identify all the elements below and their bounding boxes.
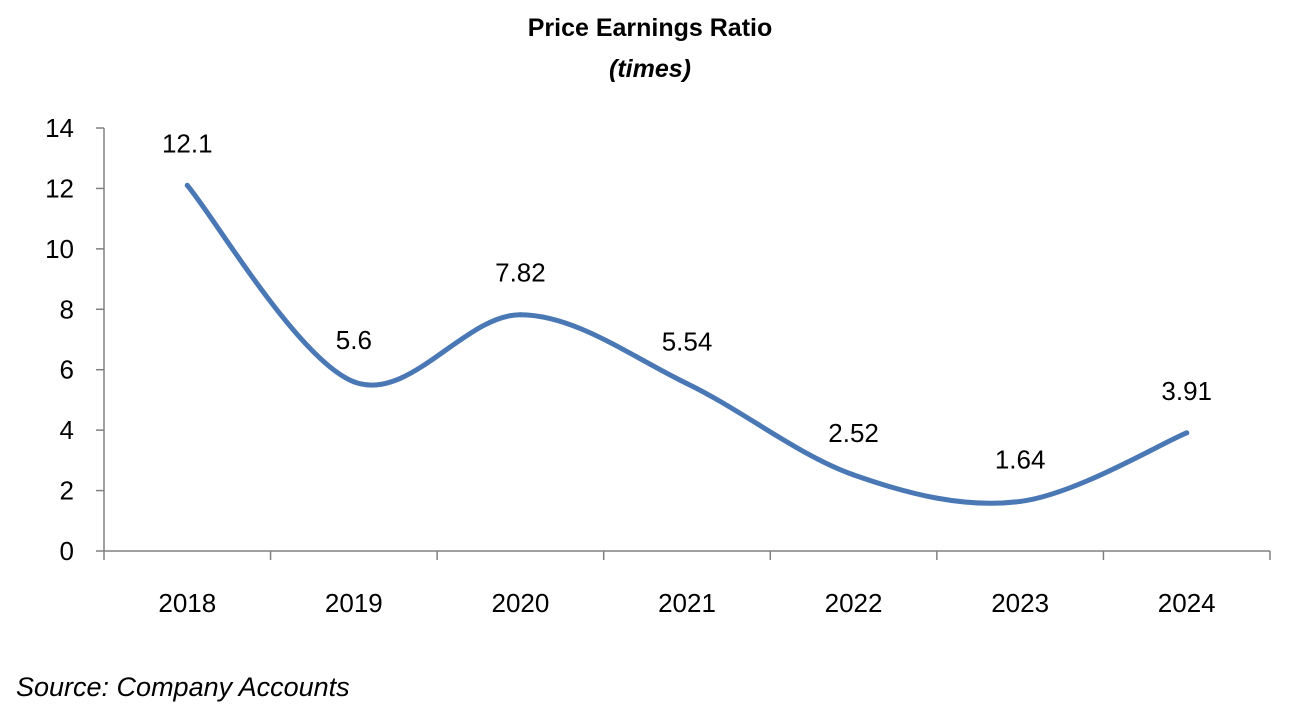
- data-labels: 12.1 5.6 7.82 5.54 2.52 1.64 3.91: [162, 128, 1212, 474]
- data-point: [1017, 498, 1023, 504]
- line-chart: 0 2 4 6 8 10 12 14 2018 2019 2020 2021 2022 2023 2024…: [45, 113, 1271, 618]
- data-point: [684, 381, 690, 387]
- y-tick-label: 6: [60, 355, 74, 385]
- x-tick-label: 2020: [492, 588, 550, 618]
- y-tick-label: 14: [45, 113, 74, 143]
- x-tick-label: 2024: [1158, 588, 1216, 618]
- data-label: 5.6: [336, 325, 372, 355]
- chart-subtitle: (times): [609, 55, 691, 83]
- x-tick-label: 2019: [325, 588, 383, 618]
- chart-title: Price Earnings Ratio: [527, 14, 773, 42]
- data-point: [1184, 430, 1190, 436]
- y-tick-label: 10: [45, 234, 74, 264]
- data-point: [851, 472, 857, 478]
- x-tick-label: 2018: [158, 588, 216, 618]
- y-axis-ticks: 0 2 4 6 8 10 12 14: [45, 113, 104, 566]
- x-axis-ticks: 2018 2019 2020 2021 2022 2023 2024: [103, 551, 1271, 618]
- y-tick-label: 0: [60, 536, 74, 566]
- series-layer: [184, 182, 1190, 506]
- x-tick-label: 2021: [658, 588, 716, 618]
- data-label: 12.1: [162, 128, 213, 158]
- y-tick-label: 8: [60, 294, 74, 324]
- data-label: 7.82: [495, 258, 546, 288]
- y-tick-label: 4: [60, 415, 74, 445]
- data-point: [184, 182, 190, 188]
- y-tick-label: 2: [60, 476, 74, 506]
- data-label: 2.52: [828, 418, 879, 448]
- x-tick-label: 2022: [825, 588, 883, 618]
- data-label: 1.64: [995, 444, 1046, 474]
- data-label: 3.91: [1161, 376, 1212, 406]
- y-tick-label: 12: [45, 173, 74, 203]
- x-tick-label: 2023: [991, 588, 1049, 618]
- data-label: 5.54: [662, 327, 713, 357]
- data-point: [517, 312, 523, 318]
- data-point: [351, 379, 357, 385]
- source-note: Source: Company Accounts: [16, 672, 350, 702]
